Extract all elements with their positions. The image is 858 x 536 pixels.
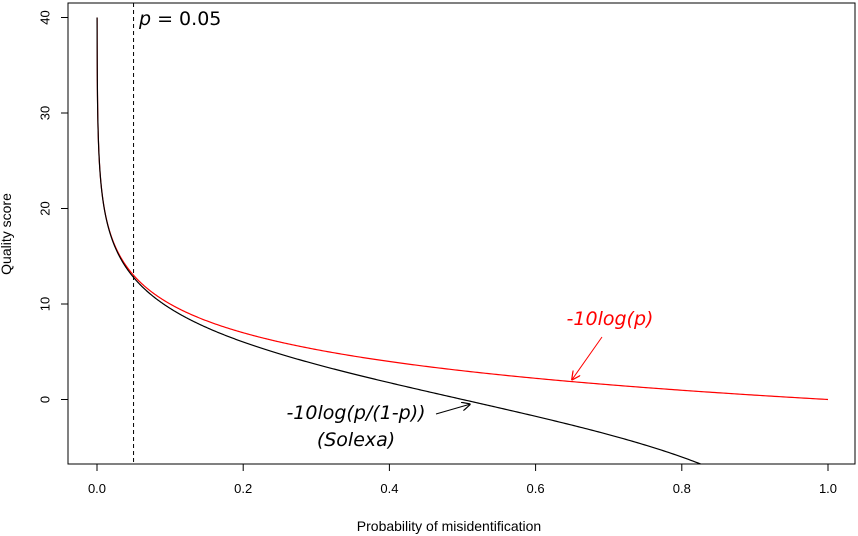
- series-line-phred: [96, 17, 829, 401]
- y-axis-title: Quality score: [0, 193, 14, 275]
- x-axis-title: Probability of misidentification: [357, 518, 541, 534]
- x-tick-label: 0.2: [234, 481, 252, 496]
- annotation-phred-label: -10log(p): [567, 308, 654, 330]
- series-line-solexa: [96, 17, 702, 465]
- annotation-solexa-arrow: [435, 404, 470, 415]
- x-tick-label: 0.4: [380, 481, 398, 496]
- x-tick-label: 1.0: [819, 481, 837, 496]
- plot-box: [67, 2, 856, 465]
- y-tick-label: 20: [38, 201, 53, 215]
- y-tick-label: 40: [38, 10, 53, 24]
- x-tick-label: 0.6: [527, 481, 545, 496]
- annotation-phred-arrow: [572, 336, 603, 379]
- x-tick-label: 0.8: [673, 481, 691, 496]
- x-axis: 0.0 0.2 0.4 0.6 0.8 1.0: [88, 464, 837, 496]
- y-tick-label: 30: [38, 106, 53, 120]
- y-tick-label: 0: [38, 396, 53, 403]
- annotation-solexa-label: -10log(p/(1-p)): [286, 402, 425, 424]
- y-axis: 0 10 20 30 40: [38, 10, 68, 403]
- annotation-solexa-sublabel: (Solexa): [317, 429, 395, 451]
- y-tick-label: 10: [38, 297, 53, 311]
- reference-line-label: p = 0.05: [138, 8, 221, 30]
- x-tick-label: 0.0: [88, 481, 106, 496]
